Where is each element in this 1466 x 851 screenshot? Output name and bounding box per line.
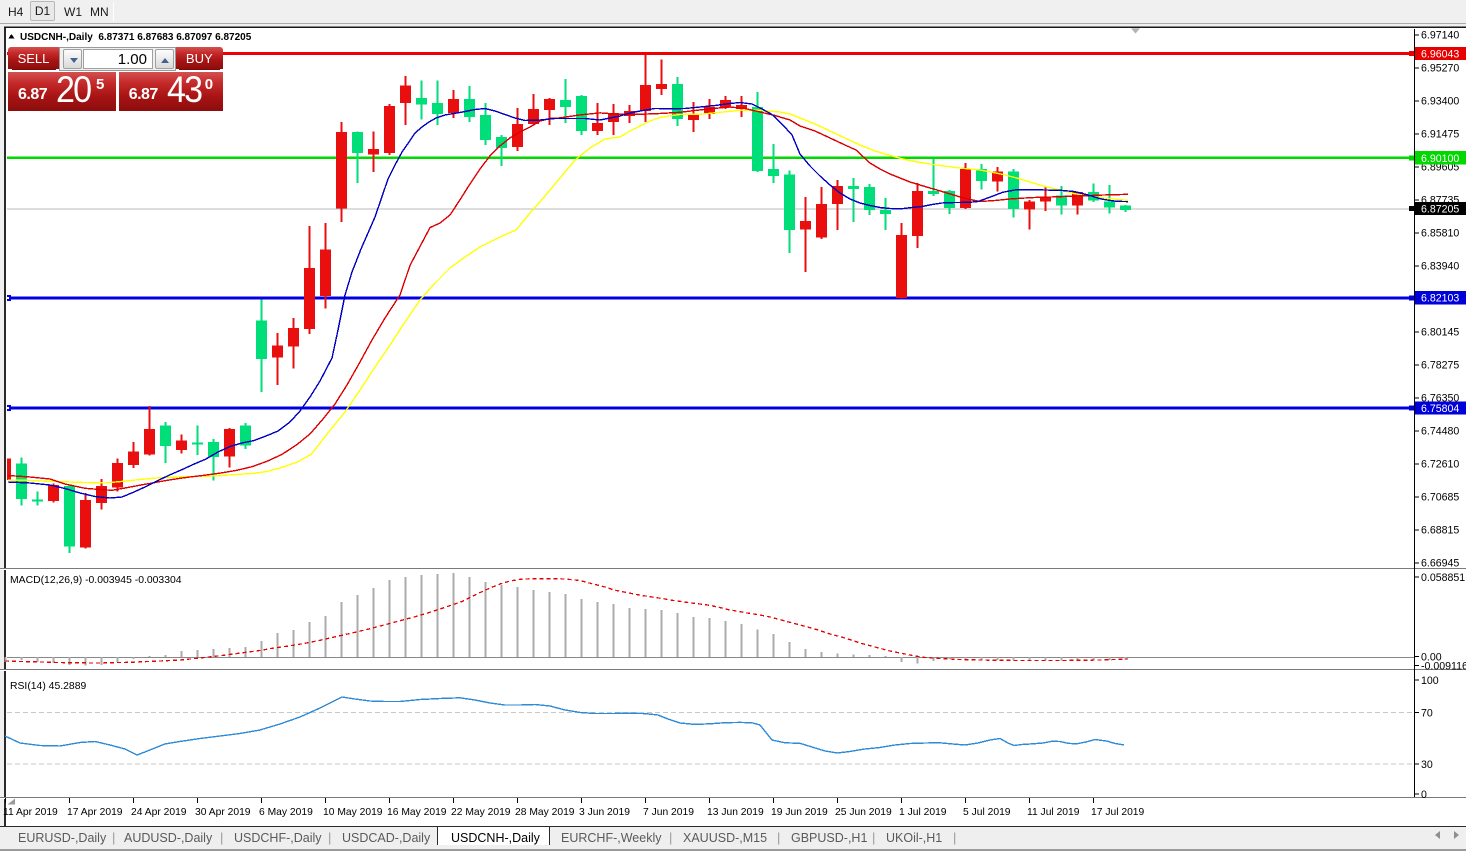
- svg-text:70: 70: [1421, 707, 1433, 719]
- svg-text:6.90100: 6.90100: [1421, 153, 1459, 165]
- svg-text:6.74480: 6.74480: [1421, 426, 1459, 438]
- svg-text:17 Apr 2019: 17 Apr 2019: [67, 807, 123, 818]
- svg-text:17 Jul 2019: 17 Jul 2019: [1091, 807, 1145, 818]
- svg-text:6.80145: 6.80145: [1421, 327, 1459, 339]
- svg-text:6.72610: 6.72610: [1421, 459, 1459, 471]
- svg-text:22 May 2019: 22 May 2019: [451, 807, 511, 818]
- svg-text:16 May 2019: 16 May 2019: [387, 807, 447, 818]
- svg-text:6.95270: 6.95270: [1421, 63, 1459, 75]
- svg-text:MACD(12,26,9) -0.003945 -0.003: MACD(12,26,9) -0.003945 -0.003304: [10, 575, 182, 586]
- svg-text:-0.009116: -0.009116: [1421, 660, 1466, 672]
- svg-text:6.97140: 6.97140: [1421, 30, 1459, 42]
- svg-text:100: 100: [1421, 675, 1439, 687]
- svg-text:11 Apr 2019: 11 Apr 2019: [3, 807, 58, 818]
- svg-text:3 Jun 2019: 3 Jun 2019: [579, 807, 630, 818]
- svg-text:6.96043: 6.96043: [1421, 48, 1459, 60]
- svg-text:0.00: 0.00: [1421, 651, 1442, 663]
- svg-text:30: 30: [1421, 759, 1433, 771]
- svg-text:5 Jul 2019: 5 Jul 2019: [963, 807, 1011, 818]
- svg-text:RSI(14) 45.2889: RSI(14) 45.2889: [10, 681, 86, 692]
- svg-text:0.058851: 0.058851: [1421, 572, 1465, 584]
- svg-text:11 Jul 2019: 11 Jul 2019: [1027, 807, 1080, 818]
- svg-text:28 May 2019: 28 May 2019: [515, 807, 575, 818]
- svg-text:30 Apr 2019: 30 Apr 2019: [195, 807, 251, 818]
- svg-text:6.89605: 6.89605: [1421, 162, 1459, 174]
- svg-text:24 Apr 2019: 24 Apr 2019: [131, 807, 187, 818]
- svg-text:6.83940: 6.83940: [1421, 261, 1459, 273]
- svg-text:6.78275: 6.78275: [1421, 360, 1459, 372]
- svg-text:0: 0: [1421, 789, 1427, 801]
- svg-text:1 Jul 2019: 1 Jul 2019: [899, 807, 947, 818]
- svg-text:7 Jun 2019: 7 Jun 2019: [643, 807, 694, 818]
- svg-text:19 Jun 2019: 19 Jun 2019: [771, 807, 828, 818]
- svg-text:6.66945: 6.66945: [1421, 558, 1459, 570]
- svg-text:10 May 2019: 10 May 2019: [323, 807, 383, 818]
- svg-text:6 May 2019: 6 May 2019: [259, 807, 313, 818]
- svg-text:USDCNH-,Daily 6.87371 6.87683: USDCNH-,Daily 6.87371 6.87683 6.87097 6.…: [20, 32, 252, 43]
- svg-text:6.82103: 6.82103: [1421, 293, 1459, 305]
- svg-text:6.91475: 6.91475: [1421, 129, 1459, 141]
- svg-text:6.93400: 6.93400: [1421, 96, 1459, 108]
- svg-text:6.87205: 6.87205: [1421, 203, 1459, 215]
- svg-text:6.75804: 6.75804: [1421, 403, 1459, 415]
- svg-text:25 Jun 2019: 25 Jun 2019: [835, 807, 892, 818]
- svg-text:6.70685: 6.70685: [1421, 492, 1459, 504]
- svg-text:6.85810: 6.85810: [1421, 228, 1459, 240]
- svg-text:6.68815: 6.68815: [1421, 525, 1459, 537]
- svg-text:13 Jun 2019: 13 Jun 2019: [707, 807, 764, 818]
